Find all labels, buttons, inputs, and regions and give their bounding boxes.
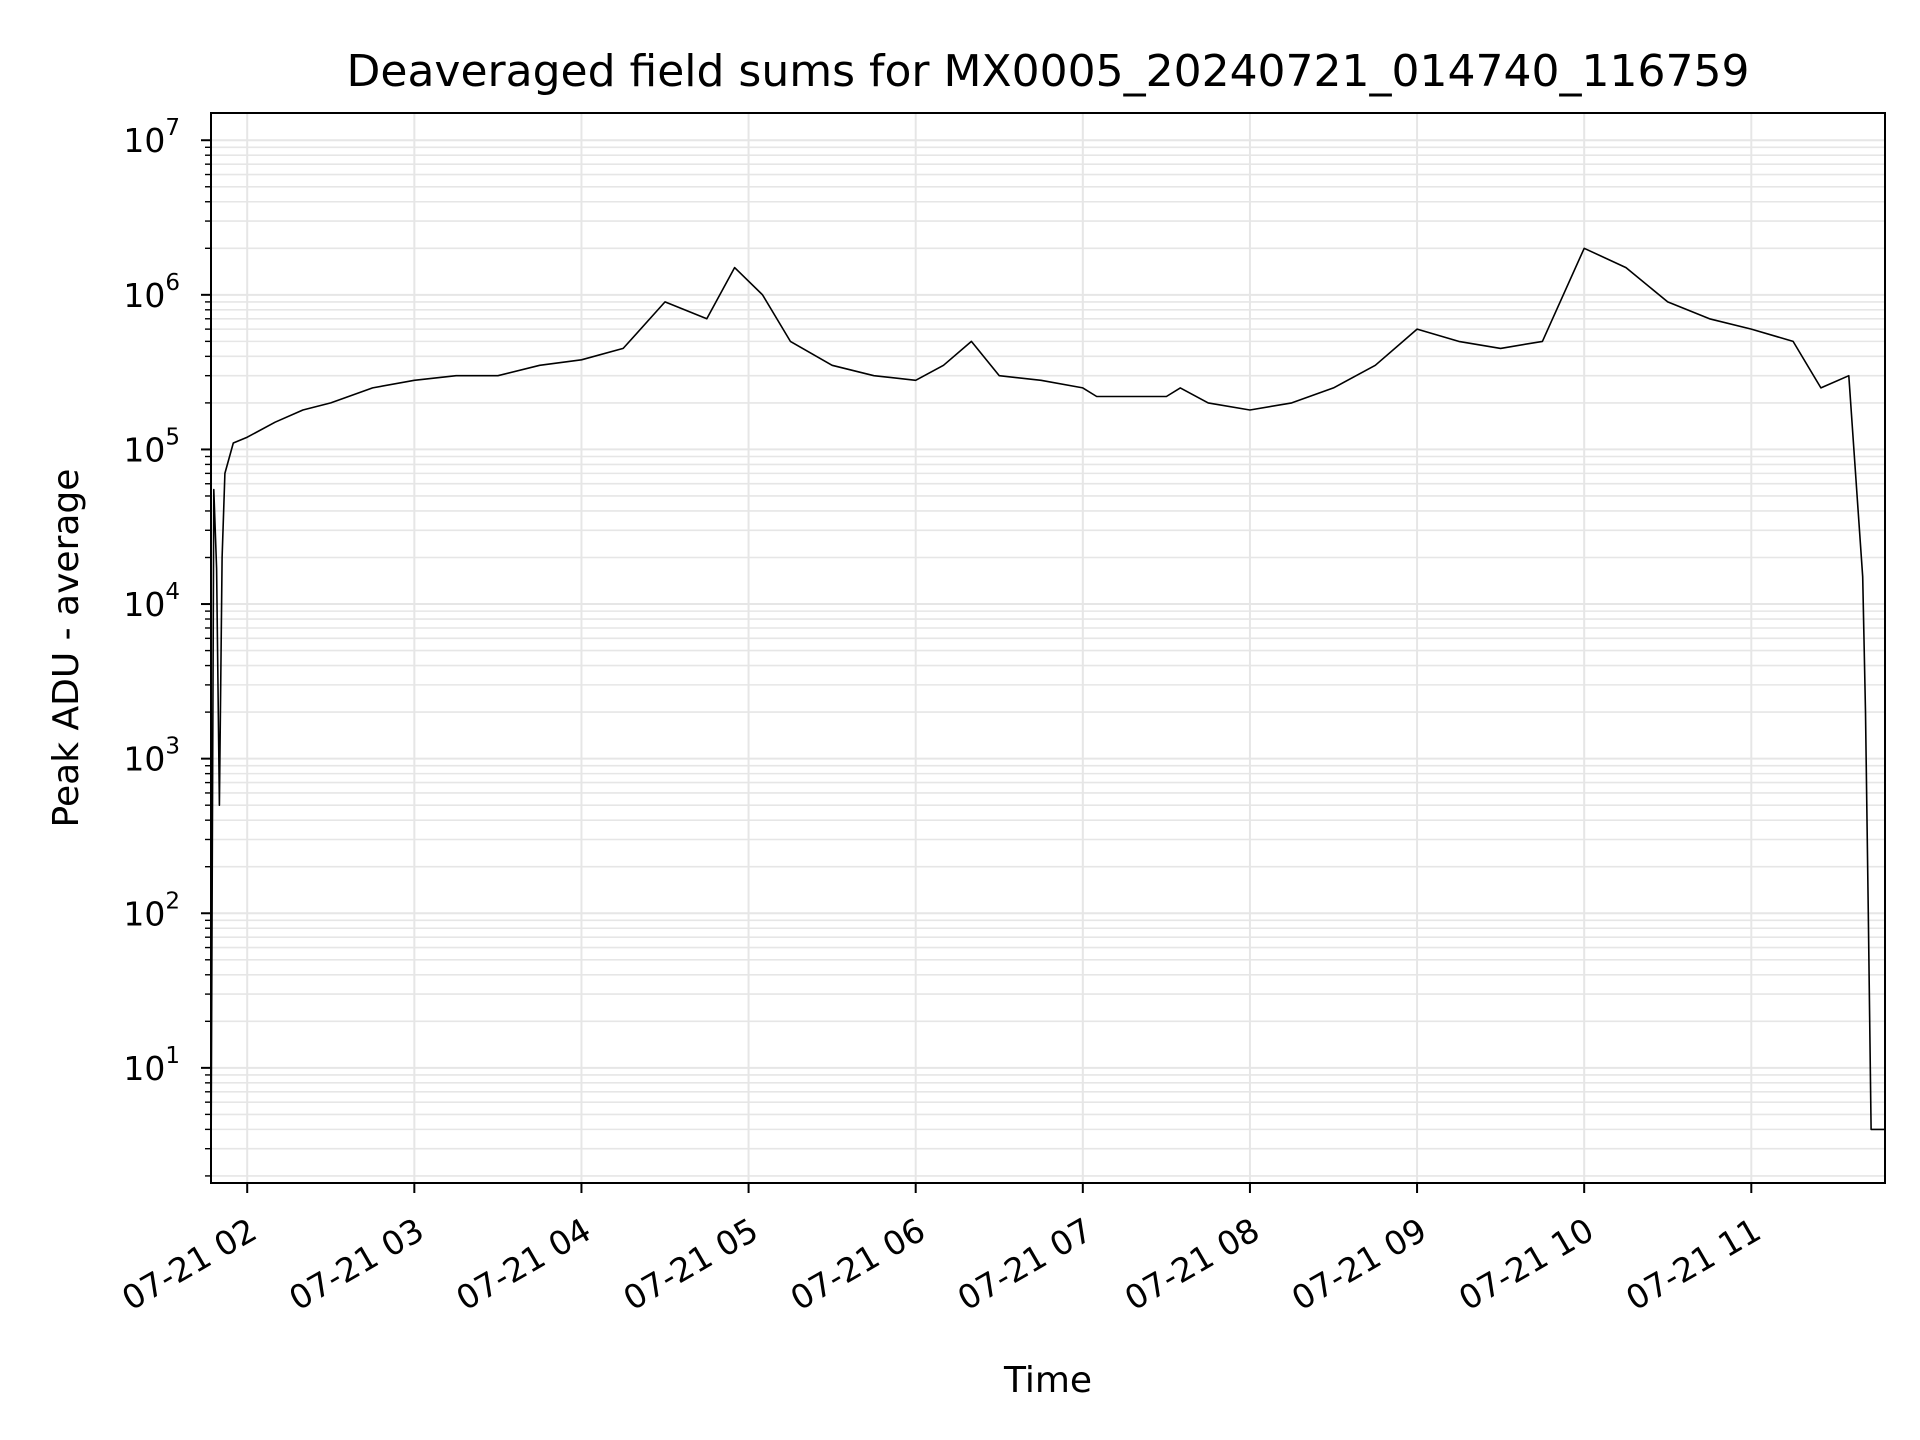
y-tick-label: 103 — [123, 734, 180, 779]
grid — [211, 113, 1885, 1183]
series-line — [210, 247, 1885, 1176]
chart-title: Deaveraged field sums for MX0005_2024072… — [347, 46, 1750, 97]
series-layer — [210, 247, 1885, 1176]
y-tick-label: 107 — [123, 115, 180, 160]
y-tick-label: 104 — [123, 579, 180, 624]
y-tick-label: 106 — [123, 270, 180, 315]
y-tick-label: 105 — [123, 424, 180, 469]
x-axis-label: Time — [1003, 1360, 1092, 1401]
y-axis-label: Peak ADU - average — [46, 469, 87, 828]
y-tick-label: 101 — [123, 1043, 180, 1088]
plot-frame — [210, 112, 1886, 1184]
y-tick-label: 102 — [123, 888, 180, 933]
y-axis: 101 102 103 104 105 106 107 — [123, 115, 211, 1177]
